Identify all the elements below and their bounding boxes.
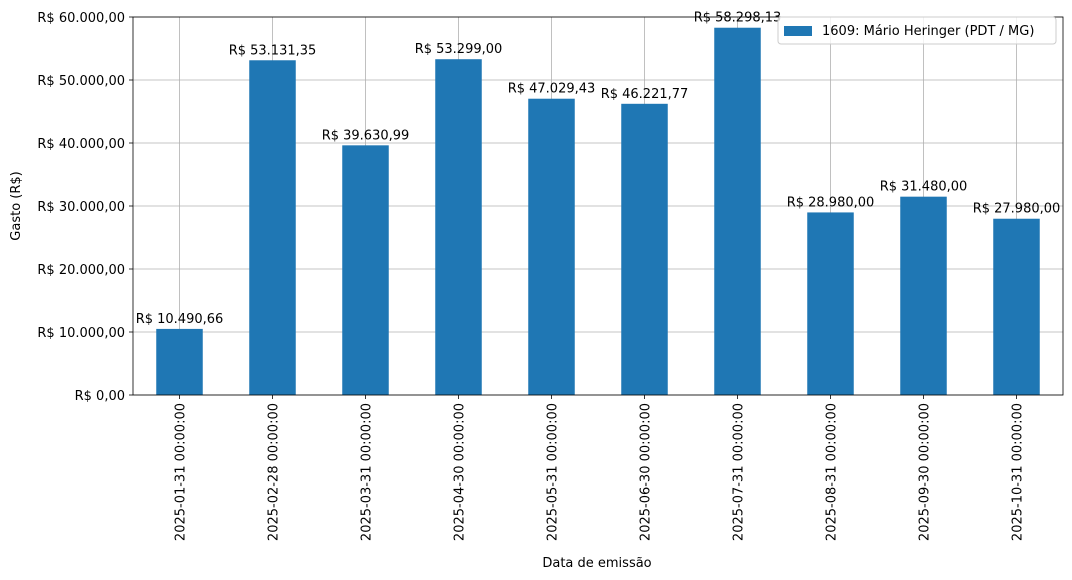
- bar-value-label: R$ 39.630,99: [322, 128, 410, 143]
- legend-label: 1609: Mário Heringer (PDT / MG): [822, 24, 1034, 39]
- bar-value-label: R$ 53.299,00: [415, 42, 503, 57]
- bar-value-label: R$ 28.980,00: [787, 195, 875, 210]
- legend: 1609: Mário Heringer (PDT / MG): [777, 16, 1057, 45]
- bar-value-label: R$ 46.221,77: [601, 87, 689, 102]
- ticks: R$ 0,00 R$ 10.000,00 R$ 20.000,00 R$ 30.000…: [37, 11, 1025, 541]
- x-tick-label: 2025-07-31 00:00:00: [732, 403, 747, 541]
- legend-swatch: [784, 26, 812, 36]
- x-tick-label: 2025-08-31 00:00:00: [825, 403, 840, 541]
- data-labels: R$ 10.490,66 R$ 53.131,35 R$ 39.630,99 R$ 5…: [136, 11, 1061, 327]
- y-axis-title: Gasto (R$): [9, 171, 24, 240]
- x-tick-label: 2025-06-30 00:00:00: [639, 403, 654, 541]
- x-tick-label: 2025-03-31 00:00:00: [360, 403, 375, 541]
- y-tick-label: R$ 40.000,00: [37, 137, 125, 152]
- bar: [993, 218, 1040, 395]
- bar-value-label: R$ 27.980,00: [973, 202, 1061, 217]
- bar-value-label: R$ 58.298,13: [694, 11, 782, 26]
- bar: [900, 196, 947, 395]
- bar: [714, 27, 761, 396]
- x-axis-title: Data de emissão: [542, 556, 651, 571]
- x-tick-label: 2025-05-31 00:00:00: [546, 403, 561, 541]
- bars: [156, 27, 1040, 396]
- y-tick-label: R$ 30.000,00: [37, 200, 125, 215]
- bar: [342, 145, 389, 395]
- bar: [435, 59, 482, 395]
- bar-value-label: R$ 10.490,66: [136, 312, 224, 327]
- bar: [528, 98, 575, 395]
- y-tick-label: R$ 10.000,00: [37, 326, 125, 341]
- legend-frame: [777, 16, 1057, 45]
- x-tick-label: 2025-09-30 00:00:00: [918, 403, 933, 541]
- bar: [156, 328, 203, 395]
- bar-value-label: R$ 47.029,43: [508, 82, 596, 97]
- x-tick-label: 2025-02-28 00:00:00: [267, 403, 282, 541]
- bar-value-label: R$ 31.480,00: [880, 180, 968, 195]
- bar: [621, 103, 668, 395]
- x-tick-label: 2025-04-30 00:00:00: [453, 403, 468, 541]
- bar: [807, 212, 854, 395]
- bar-value-label: R$ 53.131,35: [229, 43, 317, 58]
- x-tick-label: 2025-01-31 00:00:00: [174, 403, 189, 541]
- y-tick-label: R$ 50.000,00: [37, 74, 125, 89]
- y-tick-label: R$ 20.000,00: [37, 263, 125, 278]
- x-tick-label: 2025-10-31 00:00:00: [1011, 403, 1026, 541]
- y-tick-label: R$ 0,00: [75, 389, 125, 404]
- y-tick-label: R$ 60.000,00: [37, 11, 125, 26]
- bar: [249, 60, 296, 396]
